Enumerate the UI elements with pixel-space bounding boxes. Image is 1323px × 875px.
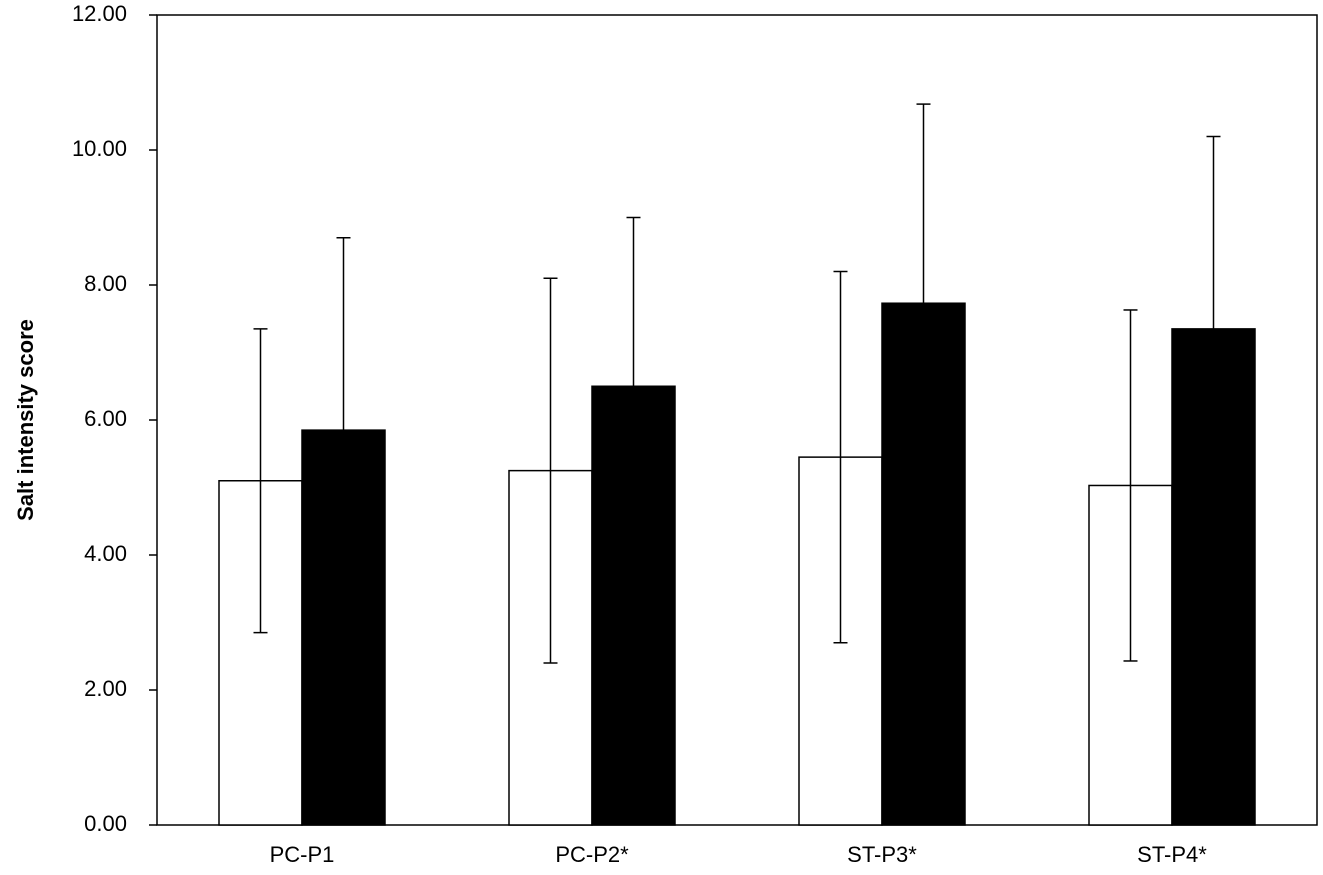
y-tick-label: 4.00 bbox=[84, 541, 127, 566]
y-tick-label: 2.00 bbox=[84, 676, 127, 701]
y-axis-title: Salt intensity score bbox=[13, 319, 38, 521]
x-tick-label: ST-P4* bbox=[1137, 842, 1207, 867]
y-tick-label: 8.00 bbox=[84, 271, 127, 296]
bar-ST-P3-series2 bbox=[881, 302, 966, 826]
error-bars-group bbox=[253, 103, 1221, 664]
y-axis-ticks: 0.00 2.00 4.00 6.00 8.00 10.00 12.00 bbox=[72, 1, 157, 836]
x-tick-label: ST-P3* bbox=[847, 842, 917, 867]
y-tick-label: 12.00 bbox=[72, 1, 127, 26]
x-axis-ticks: PC-P1 PC-P2* ST-P3* ST-P4* bbox=[270, 842, 1208, 867]
x-tick-label: PC-P2* bbox=[555, 842, 629, 867]
x-tick-label: PC-P1 bbox=[270, 842, 335, 867]
y-tick-label: 0.00 bbox=[84, 811, 127, 836]
y-tick-label: 10.00 bbox=[72, 136, 127, 161]
y-tick-label: 6.00 bbox=[84, 406, 127, 431]
